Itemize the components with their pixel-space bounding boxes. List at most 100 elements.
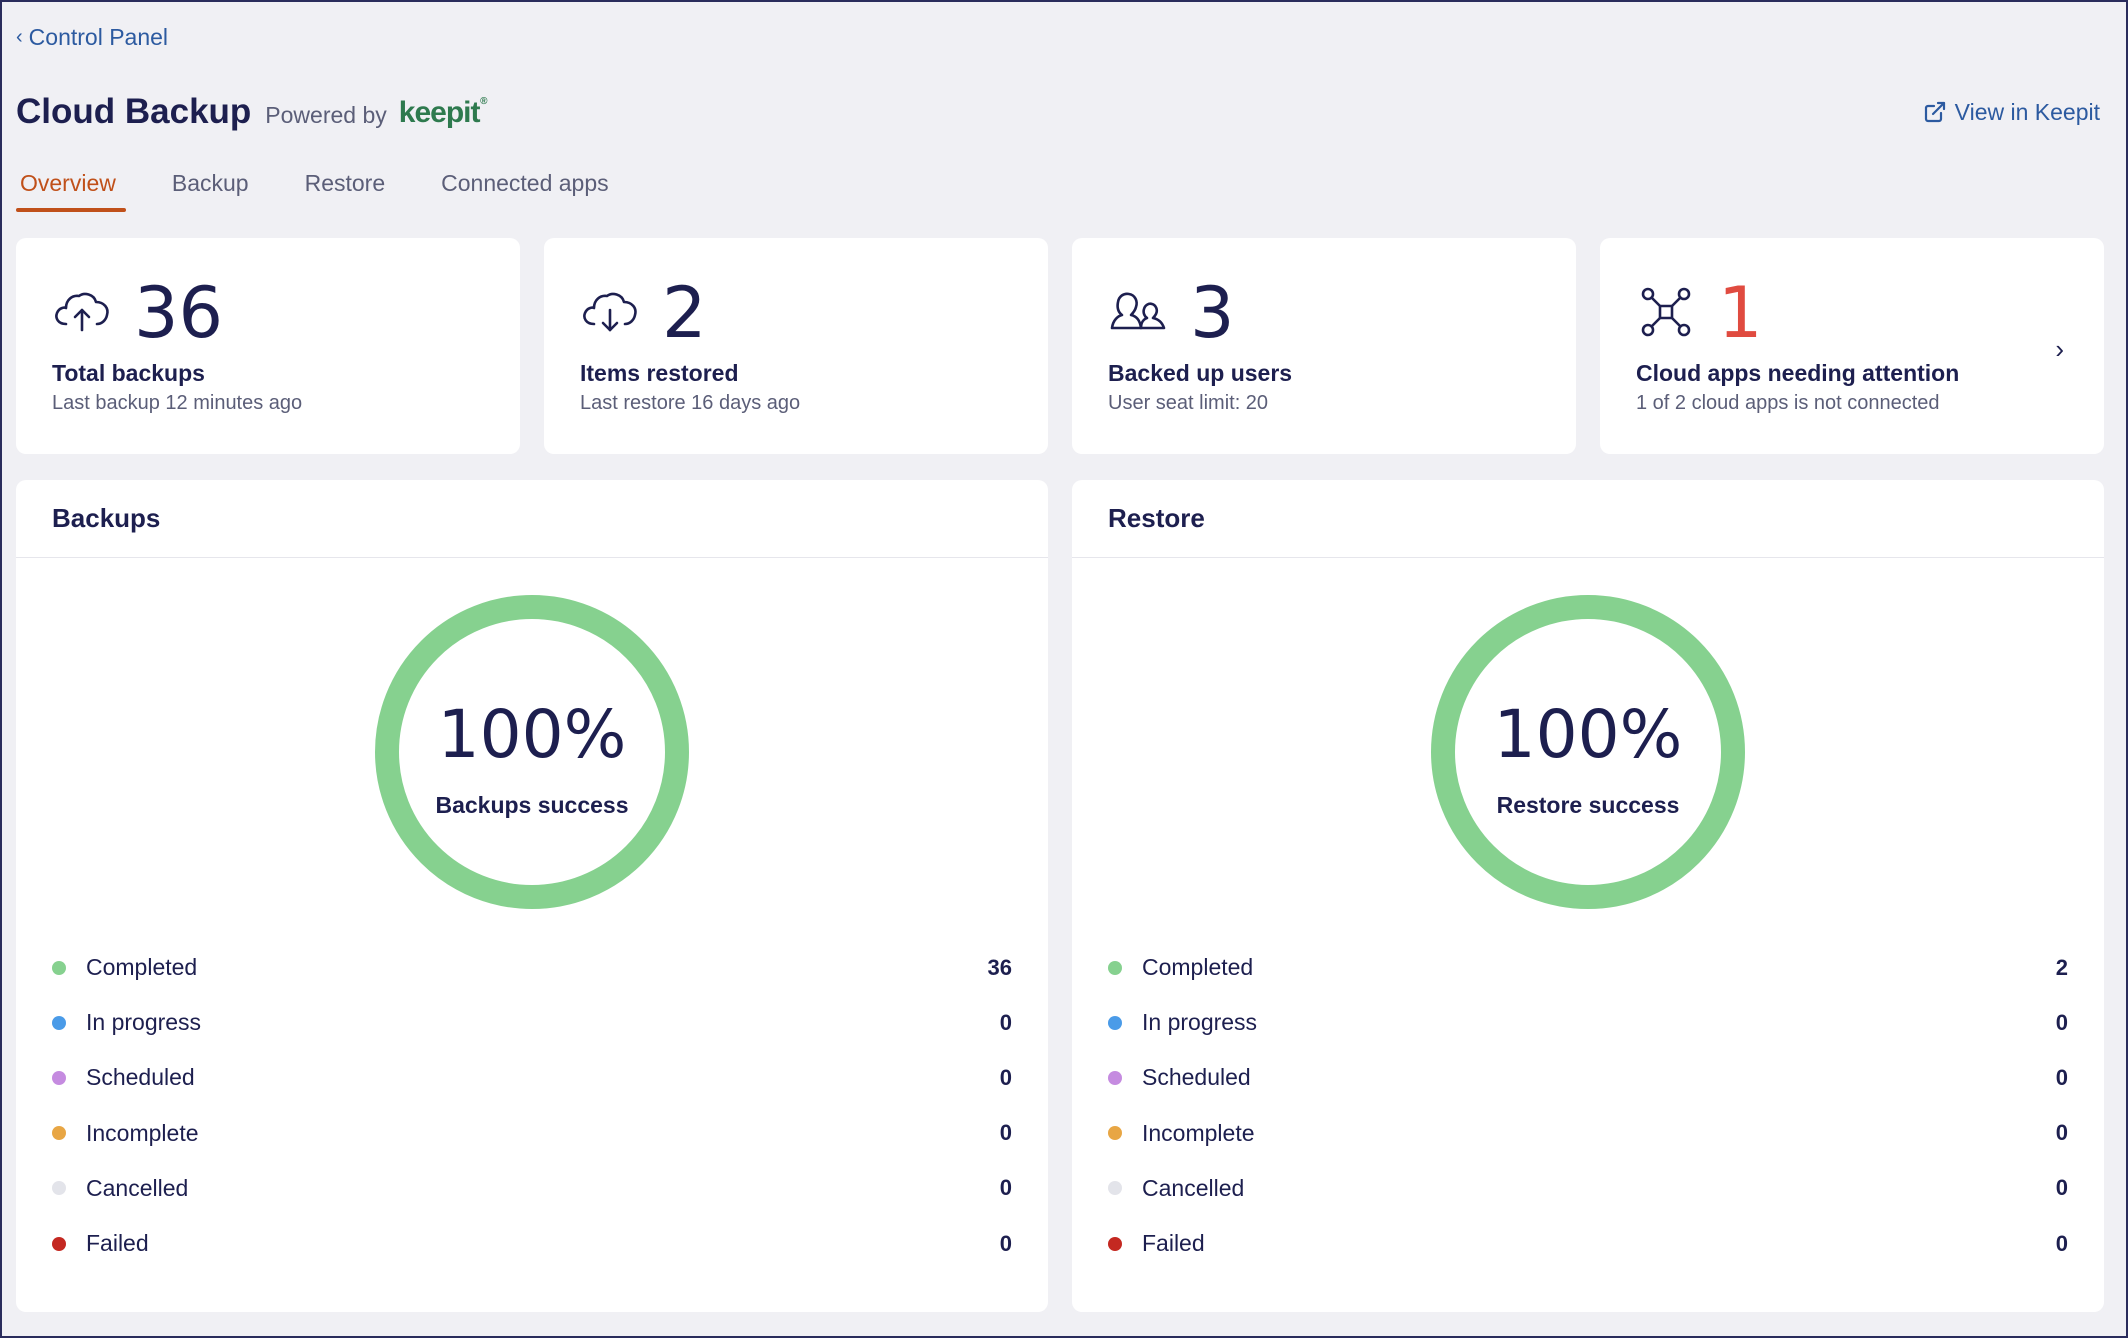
legend-value: 0 bbox=[999, 1175, 1012, 1201]
backups-legend: Completed 36 In progress 0 Scheduled 0 I… bbox=[52, 940, 1012, 1271]
backups-panel: Backups 100% Backups success Completed 3… bbox=[16, 480, 1048, 1312]
cloud-upload-icon bbox=[55, 292, 109, 332]
backed-up-users-label: Backed up users bbox=[1108, 360, 1293, 386]
breadcrumb-label[interactable]: Control Panel bbox=[28, 24, 169, 50]
status-dot bbox=[1108, 1236, 1122, 1251]
tab-overview[interactable]: Overview bbox=[16, 168, 126, 212]
keepit-logo: keepit ® bbox=[398, 96, 488, 129]
cloud-apps-attention-sub: 1 of 2 cloud apps is not connected bbox=[1636, 392, 1940, 414]
backed-up-users-value: 3 bbox=[1190, 272, 1235, 354]
stat-card-backed-up-users: 3 Backed up users User seat limit: 20 bbox=[1072, 238, 1576, 454]
legend-row-incomplete: Incomplete 0 bbox=[52, 1106, 1012, 1161]
legend-row-completed: Completed 36 bbox=[52, 940, 1012, 995]
legend-value: 0 bbox=[999, 1230, 1012, 1256]
legend-label: In progress bbox=[1142, 1009, 1258, 1036]
legend-value: 0 bbox=[999, 1120, 1012, 1146]
view-in-keepit-link[interactable]: View in Keepit bbox=[1923, 99, 2100, 126]
legend-row-in-progress: In progress 0 bbox=[52, 995, 1012, 1050]
status-dot bbox=[52, 1015, 66, 1030]
users-icon bbox=[1110, 292, 1166, 330]
restore-donut-arc bbox=[1431, 595, 1745, 909]
status-dot bbox=[52, 1070, 66, 1085]
title-row: Cloud Backup Powered by keepit ® View in … bbox=[16, 86, 2100, 138]
status-dot bbox=[52, 960, 66, 975]
total-backups-sub: Last backup 12 minutes ago bbox=[52, 392, 303, 414]
legend-row-completed: Completed 2 bbox=[1108, 940, 2068, 995]
legend-row-failed: Failed 0 bbox=[52, 1216, 1012, 1271]
legend-value: 0 bbox=[2055, 1175, 2068, 1201]
legend-label: Failed bbox=[1142, 1230, 1205, 1257]
backed-up-users-sub: User seat limit: 20 bbox=[1108, 392, 1269, 414]
cloud-apps-attention-value: 1 bbox=[1718, 272, 1763, 354]
legend-value: 0 bbox=[2055, 1120, 2068, 1146]
legend-label: Incomplete bbox=[86, 1119, 199, 1146]
legend-label: Failed bbox=[86, 1230, 149, 1257]
legend-row-scheduled: Scheduled 0 bbox=[1108, 1050, 2068, 1105]
status-dot bbox=[1108, 1181, 1122, 1196]
legend-value: 2 bbox=[2055, 954, 2068, 980]
legend-row-cancelled: Cancelled 0 bbox=[52, 1161, 1012, 1216]
chevron-left-icon: ‹ bbox=[16, 26, 23, 48]
cloud-download-icon bbox=[583, 292, 637, 332]
cloud-apps-attention-label: Cloud apps needing attention bbox=[1636, 360, 1960, 386]
legend-label: Cancelled bbox=[86, 1174, 189, 1201]
legend-label: Completed bbox=[1142, 954, 1254, 981]
chevron-right-icon[interactable]: › bbox=[2055, 334, 2064, 364]
legend-label: Scheduled bbox=[86, 1064, 195, 1091]
page-title: Cloud Backup bbox=[16, 92, 252, 131]
legend-row-cancelled: Cancelled 0 bbox=[1108, 1161, 2068, 1216]
legend-value: 0 bbox=[999, 1064, 1012, 1090]
items-restored-sub: Last restore 16 days ago bbox=[580, 392, 801, 414]
tab-bar: Overview Backup Restore Connected apps bbox=[16, 168, 661, 212]
tab-backup[interactable]: Backup bbox=[171, 170, 249, 196]
backups-success-percent: 100% bbox=[437, 696, 627, 773]
legend-label: Completed bbox=[86, 954, 198, 981]
backups-donut-ring bbox=[375, 595, 689, 909]
restore-donut-ring bbox=[1431, 595, 1745, 909]
restore-success-caption: Restore success bbox=[1496, 792, 1680, 818]
legend-label: In progress bbox=[86, 1009, 202, 1036]
breadcrumb[interactable]: ‹ Control Panel bbox=[16, 24, 168, 51]
restore-success-percent: 100% bbox=[1493, 696, 1683, 773]
legend-value: 0 bbox=[2055, 1064, 2068, 1090]
powered-by-label: Powered by bbox=[265, 101, 387, 128]
status-dot bbox=[1108, 960, 1122, 975]
items-restored-label: Items restored bbox=[580, 360, 739, 386]
status-dot bbox=[52, 1126, 66, 1141]
legend-value: 0 bbox=[999, 1009, 1012, 1035]
backups-success-caption: Backups success bbox=[435, 792, 629, 818]
legend-row-failed: Failed 0 bbox=[1108, 1216, 2068, 1271]
legend-value: 0 bbox=[2055, 1009, 2068, 1035]
restore-panel-title: Restore bbox=[1072, 480, 2104, 558]
backups-panel-title: Backups bbox=[16, 480, 1048, 558]
total-backups-label: Total backups bbox=[52, 360, 205, 386]
stat-card-items-restored: 2 Items restored Last restore 16 days ag… bbox=[544, 238, 1048, 454]
network-icon bbox=[1641, 287, 1691, 337]
total-backups-value: 36 bbox=[134, 272, 224, 354]
status-dot bbox=[1108, 1015, 1122, 1030]
status-dot bbox=[52, 1181, 66, 1196]
stat-card-total-backups: 36 Total backups Last backup 12 minutes … bbox=[16, 238, 520, 454]
legend-row-scheduled: Scheduled 0 bbox=[52, 1050, 1012, 1105]
legend-label: Incomplete bbox=[1142, 1119, 1255, 1146]
legend-value: 0 bbox=[2055, 1230, 2068, 1256]
restore-legend: Completed 2 In progress 0 Scheduled 0 In… bbox=[1108, 940, 2068, 1271]
legend-row-incomplete: Incomplete 0 bbox=[1108, 1106, 2068, 1161]
backups-success-donut: 100% Backups success bbox=[372, 592, 692, 912]
legend-row-in-progress: In progress 0 bbox=[1108, 995, 2068, 1050]
legend-value: 36 bbox=[987, 954, 1012, 980]
status-dot bbox=[1108, 1070, 1122, 1085]
view-in-keepit-label[interactable]: View in Keepit bbox=[1954, 98, 2100, 125]
items-restored-value: 2 bbox=[662, 272, 707, 354]
legend-label: Cancelled bbox=[1142, 1174, 1245, 1201]
status-dot bbox=[52, 1236, 66, 1251]
stat-card-cloud-apps-attention[interactable]: 1 Cloud apps needing attention 1 of 2 cl… bbox=[1600, 238, 2104, 454]
tab-connected-apps[interactable]: Connected apps bbox=[441, 170, 609, 196]
tab-restore[interactable]: Restore bbox=[304, 170, 386, 196]
external-link-icon bbox=[1924, 101, 1945, 123]
backups-donut-arc bbox=[375, 595, 689, 909]
status-dot bbox=[1108, 1126, 1122, 1141]
legend-label: Scheduled bbox=[1142, 1064, 1251, 1091]
restore-success-donut: 100% Restore success bbox=[1428, 592, 1748, 912]
